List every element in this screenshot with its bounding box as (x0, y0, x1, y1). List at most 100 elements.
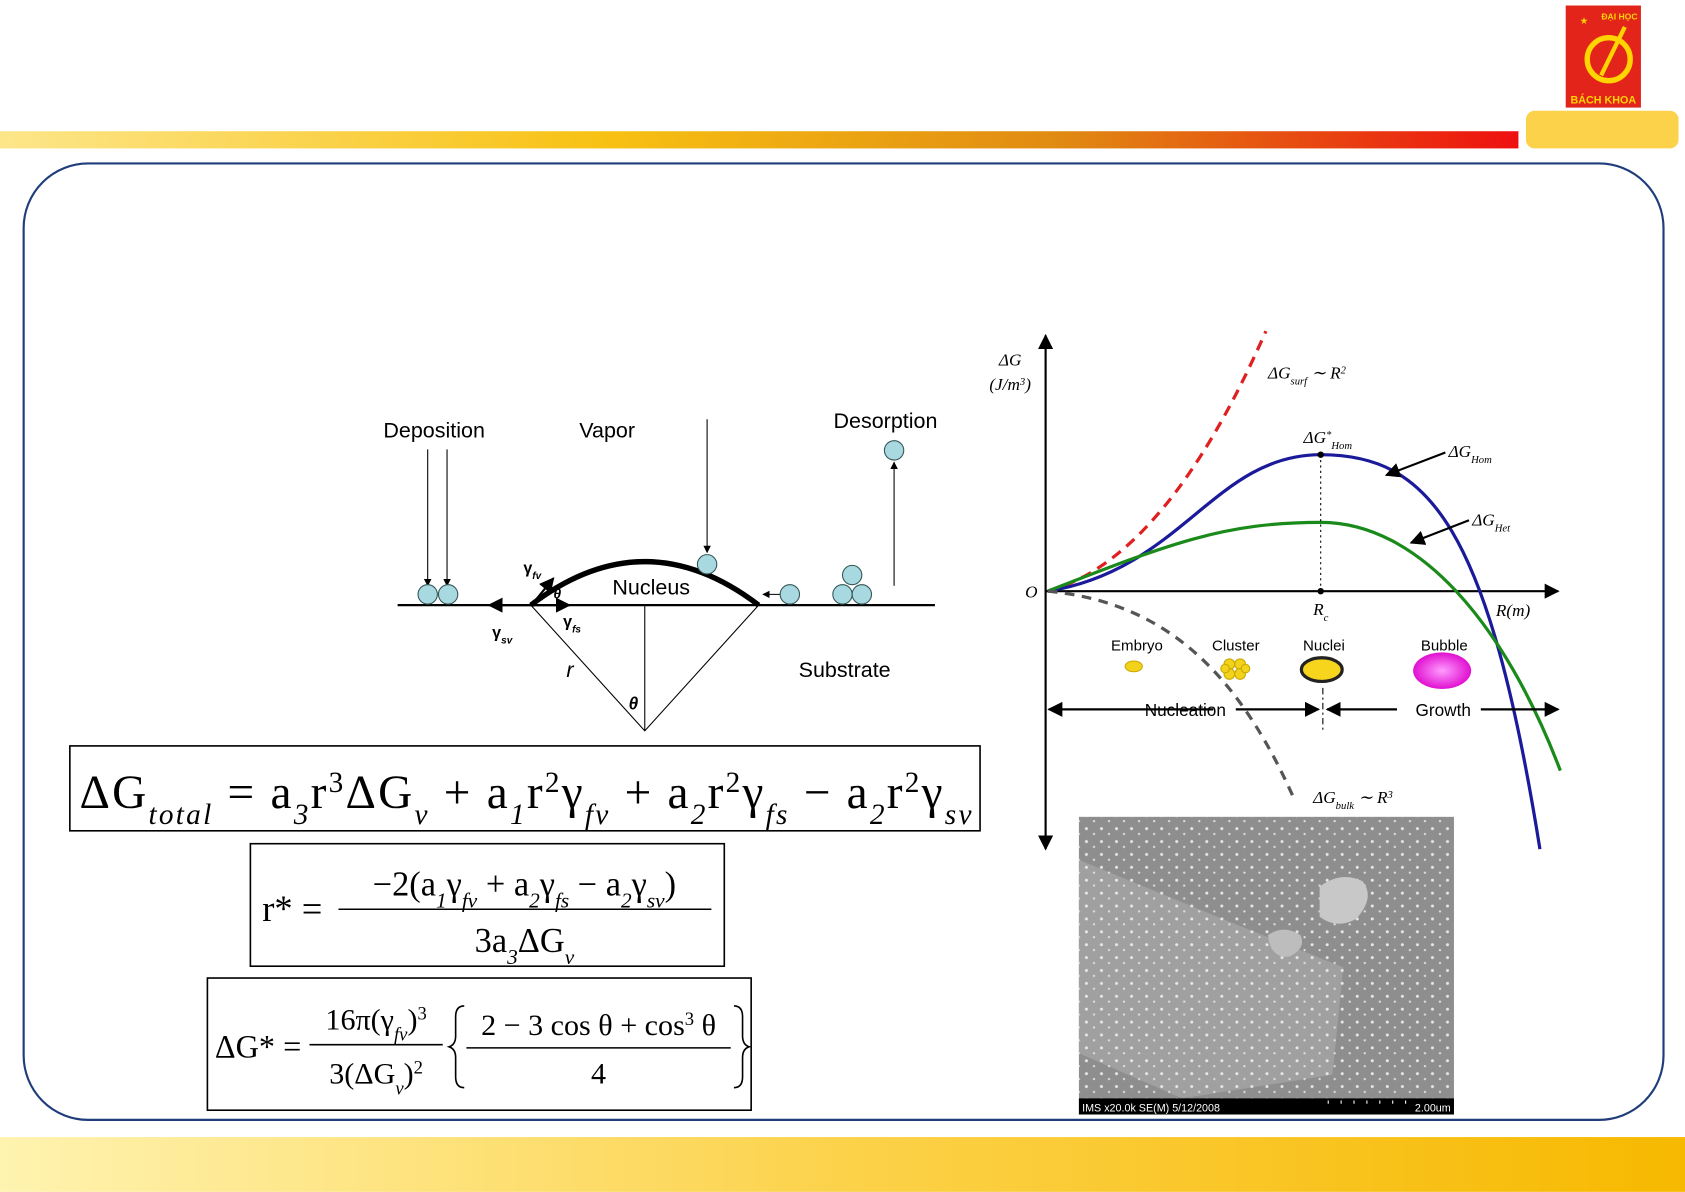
text-part: = a (213, 767, 291, 819)
text-part: 2 (691, 799, 706, 831)
curve-label: ΔG*Hom (1303, 428, 1353, 452)
text-part: −2(a (373, 865, 436, 903)
axis-label: ΔG (998, 350, 1022, 369)
energy-graph (1038, 330, 1562, 851)
text-part: fs (572, 624, 581, 635)
label: γsv (492, 623, 513, 646)
equation-boxes (69, 745, 981, 1112)
text-part: ΔG (998, 350, 1022, 369)
logo: ★ ĐẠI HỌC BÁCH KHOA (1565, 5, 1641, 108)
text-part: 1 (510, 799, 525, 831)
text-part: ΔG (1267, 363, 1291, 382)
text-part: 2 (905, 767, 920, 799)
nucleation-diagram (397, 419, 935, 732)
text-part: 3 (329, 767, 344, 799)
text-part: 3 (1387, 789, 1393, 800)
text-part: 3 (685, 1008, 694, 1029)
stage-label: Embryo (1111, 637, 1163, 654)
text-part: γ (492, 623, 501, 641)
equation: ΔG* = (215, 1029, 301, 1065)
label: Desorption (834, 409, 938, 433)
text-part: γ (561, 767, 583, 819)
text-part: ΔG (1471, 511, 1495, 530)
label: Nucleus (612, 575, 690, 599)
text-part: ΔG (80, 767, 147, 819)
text-part: γ (631, 865, 647, 903)
text-part: v (395, 1078, 404, 1099)
text-part: fv (394, 1024, 408, 1045)
axis-label: R(m) (1495, 601, 1531, 620)
text-part: 2 (1341, 365, 1347, 376)
text-part: r (527, 767, 543, 819)
label: θ (629, 693, 639, 713)
phase-label: Growth (1416, 700, 1471, 720)
text-part: ) (1024, 375, 1031, 394)
footer-bar (0, 1137, 1685, 1192)
text-part: 3 (417, 1003, 426, 1024)
text-part: fs (555, 888, 569, 912)
text-part: ) (407, 1003, 417, 1037)
text-part: O (1025, 583, 1038, 602)
header-bar (0, 131, 1519, 149)
text-part: 2 (414, 1057, 423, 1078)
equation: 16π(γfv)3 (325, 1003, 426, 1046)
label: Deposition (383, 418, 485, 442)
stage-label: Nuclei (1303, 637, 1345, 654)
text-part: c (1324, 612, 1329, 623)
text-part: γ (742, 767, 764, 819)
text-part: γ (446, 865, 462, 903)
equation: r* = (262, 888, 322, 929)
text-part: fv (462, 888, 478, 912)
logo-text: ĐẠI HỌC (1601, 11, 1637, 21)
text-part: Hom (1470, 454, 1492, 465)
sem-caption: IMS x20.0k SE(M) 5/12/2008 (1082, 1102, 1220, 1114)
label: γfv (523, 559, 541, 582)
equation: 2 − 3 cos θ + cos3 θ (481, 1008, 716, 1042)
text-part: R (1312, 600, 1324, 619)
text-part: fv (585, 799, 608, 831)
text-part: ΔG (1448, 442, 1472, 461)
text-part: 2 (621, 888, 632, 912)
text-part: total (149, 799, 212, 831)
text-part: 2 (726, 767, 741, 799)
text-part: r (887, 767, 903, 819)
text-part: + a (430, 767, 508, 819)
label: Substrate (799, 658, 891, 682)
axis-label: Rc (1312, 600, 1329, 623)
text-part: Het (1494, 523, 1511, 534)
text-part: 4 (591, 1056, 606, 1090)
text-part: ∼ R (1307, 363, 1341, 382)
logo-text: BÁCH KHOA (1571, 93, 1637, 106)
text-part: Hom (1330, 440, 1352, 451)
svg-text:★: ★ (1580, 16, 1589, 27)
text-part: 2 (529, 888, 540, 912)
text-part: fv (532, 570, 541, 581)
text-part: r (708, 767, 724, 819)
label: Vapor (579, 418, 635, 442)
label: r (566, 658, 574, 682)
text-part: ) (404, 1056, 414, 1090)
label: γfs (563, 613, 581, 636)
text-part: γ (921, 767, 943, 819)
sem-image: IMS x20.0k SE(M) 5/12/2008 2.00um (1078, 816, 1454, 1115)
text-part: + a (611, 767, 689, 819)
sem-scale: 2.00um (1415, 1102, 1451, 1114)
equation: −2(a1γfv + a2γfs − a2γsv) (373, 865, 676, 912)
stage-label: Bubble (1421, 637, 1468, 654)
equation: 3a3ΔGv (475, 922, 575, 969)
text-part: sv (945, 799, 972, 831)
text-part: 3 (506, 945, 518, 969)
axis-label: O (1025, 583, 1038, 602)
text-part: − a (790, 767, 868, 819)
text-part: 16π(γ (325, 1003, 394, 1037)
text-part: r (311, 767, 327, 819)
stage-label: Cluster (1212, 637, 1260, 654)
text-part: γ (563, 613, 572, 631)
text-part: R(m) (1495, 601, 1531, 620)
text-part: ΔG (1303, 428, 1327, 447)
text-part: v (565, 945, 575, 969)
text-part: 3(ΔG (329, 1056, 395, 1090)
header-tab (1525, 110, 1679, 149)
text-part: * (1326, 429, 1332, 440)
